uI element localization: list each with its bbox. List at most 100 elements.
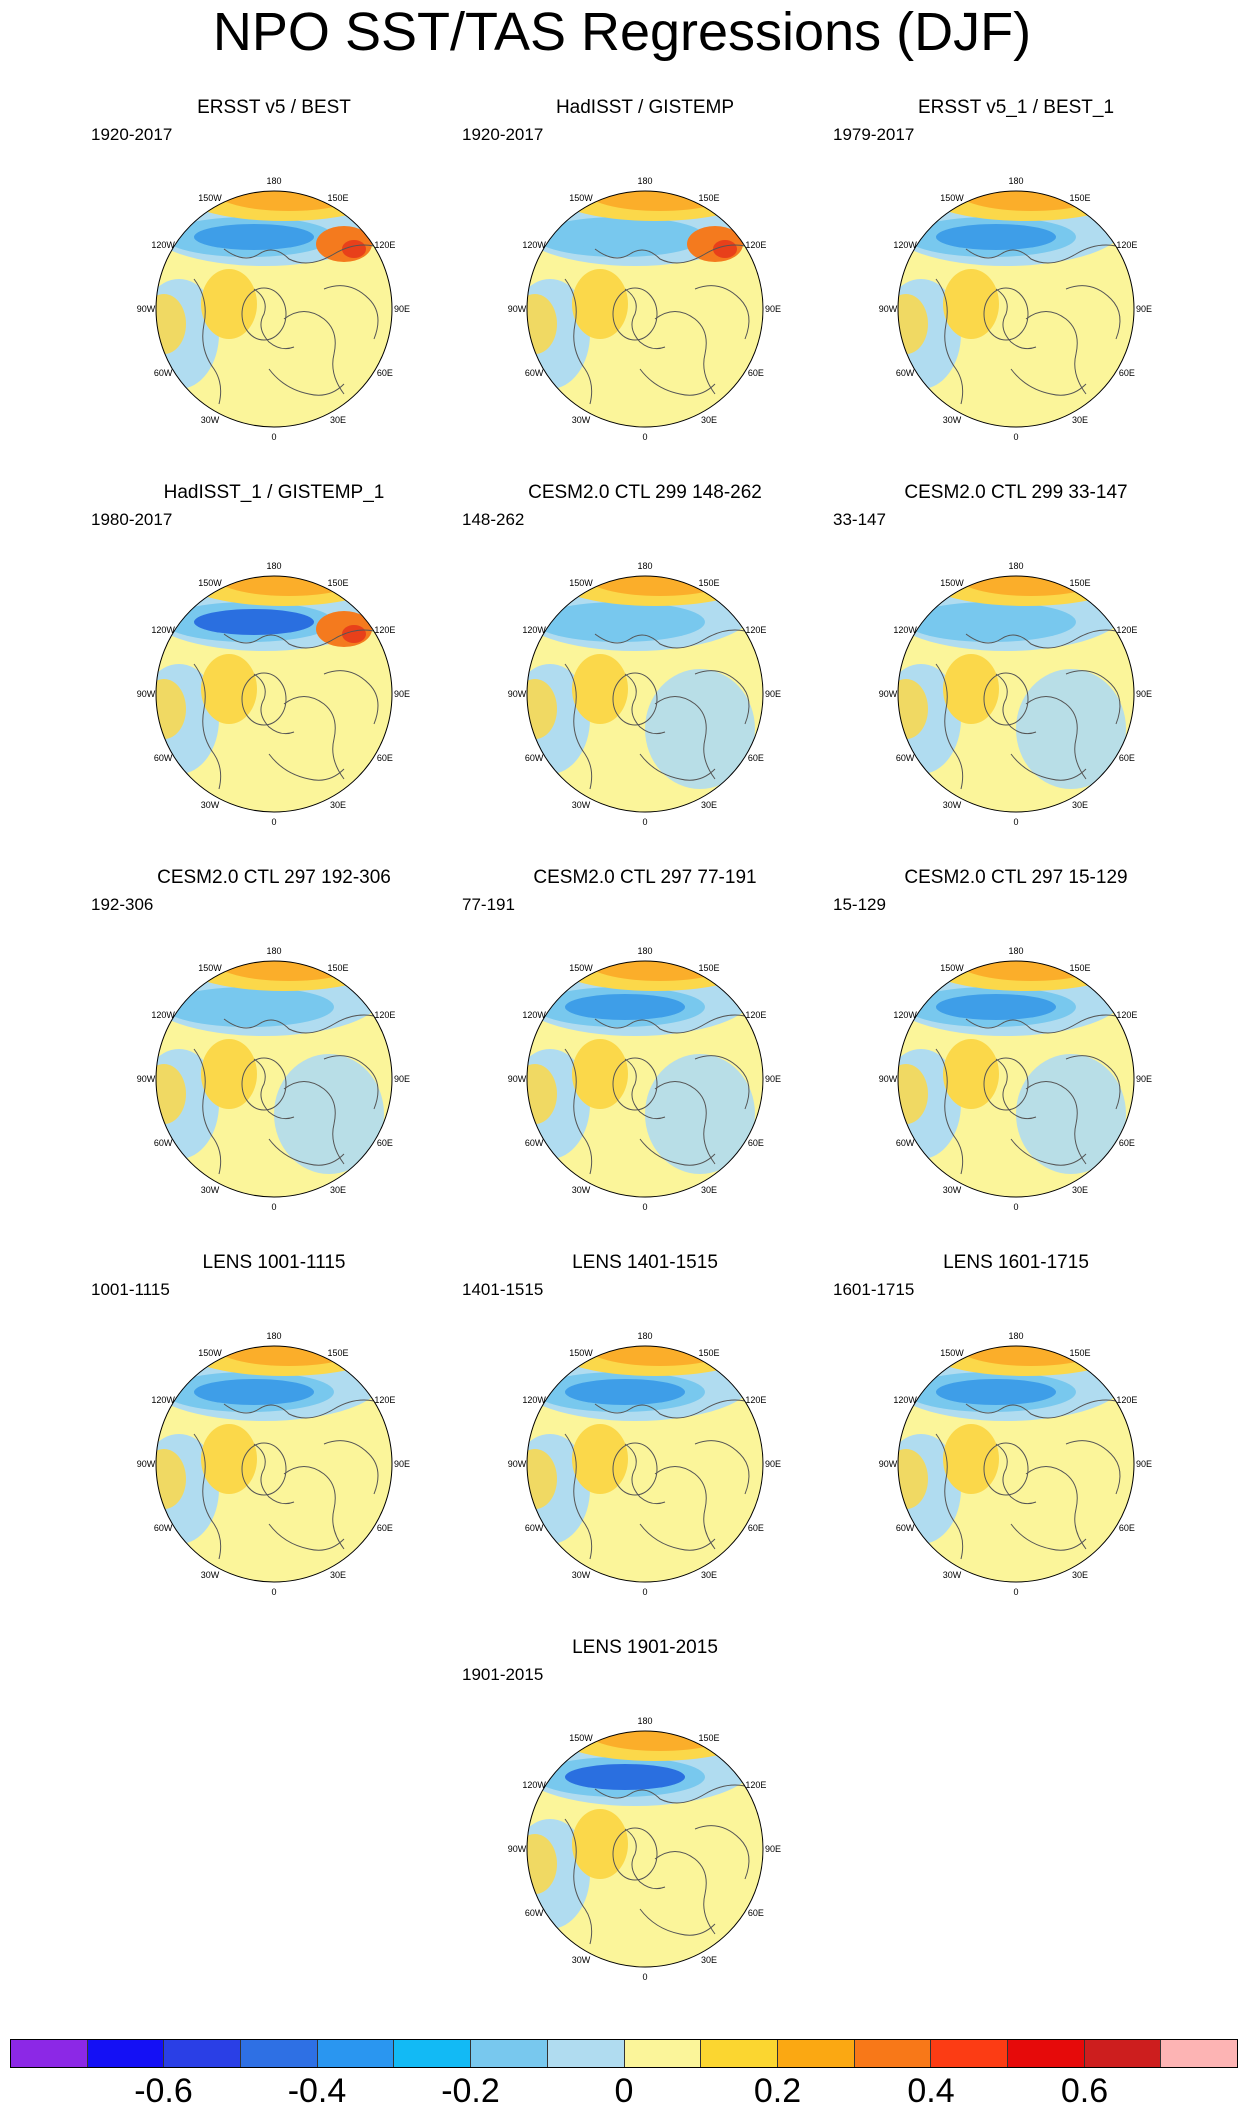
polar-map: 180 150E 120E 90E 60E 30E 0 30W 60W 90W 120W 150W bbox=[508, 1716, 781, 1982]
longitude-label: 0 bbox=[642, 817, 647, 827]
longitude-label: 120W bbox=[522, 240, 546, 250]
panel-title: HadISST_1 / GISTEMP_1 bbox=[163, 482, 385, 503]
longitude-label: 30W bbox=[572, 1955, 591, 1965]
longitude-label: 60W bbox=[154, 1523, 173, 1533]
longitude-label: 120E bbox=[1116, 1010, 1137, 1020]
longitude-label: 90W bbox=[137, 1074, 156, 1084]
longitude-label: 30E bbox=[1072, 800, 1088, 810]
longitude-label: 120E bbox=[374, 625, 395, 635]
longitude-label: 120W bbox=[522, 625, 546, 635]
longitude-label: 90E bbox=[1136, 304, 1152, 314]
map-panel: LENS 1901-2015 180 150E 120E 90E 60E 30E 0 30W 60… bbox=[460, 1637, 830, 2017]
longitude-label: 60W bbox=[896, 753, 915, 763]
longitude-label: 30W bbox=[943, 1185, 962, 1195]
longitude-label: 180 bbox=[637, 561, 652, 571]
longitude-label: 90E bbox=[394, 1074, 410, 1084]
longitude-label: 90E bbox=[394, 689, 410, 699]
colorbar-box bbox=[394, 2040, 472, 2067]
longitude-label: 90W bbox=[879, 304, 898, 314]
map-panel: ERSST v5_1 / BEST_1 180 150E 120E 90E 60E 30E 0… bbox=[831, 97, 1201, 477]
polar-map: 180 150E 120E 90E 60E 30E 0 30W 60W 90W 120W 150W bbox=[879, 946, 1152, 1212]
panel-title: LENS 1401-1515 bbox=[572, 1252, 718, 1273]
panel-years: 1401-1515 bbox=[462, 1280, 544, 1299]
longitude-label: 90E bbox=[765, 689, 781, 699]
polar-map: 180 150E 120E 90E 60E 30E 0 30W 60W 90W 120W 150W bbox=[508, 946, 781, 1212]
longitude-label: 120E bbox=[745, 1010, 766, 1020]
panel-title: LENS 1601-1715 bbox=[943, 1252, 1089, 1273]
colorbar-box bbox=[547, 2040, 625, 2067]
colorbar-box bbox=[11, 2040, 88, 2067]
longitude-label: 120E bbox=[1116, 625, 1137, 635]
colorbar-box bbox=[854, 2040, 932, 2067]
colorbar-tick-label: -0.2 bbox=[441, 2072, 500, 2110]
colorbar-box bbox=[1007, 2040, 1085, 2067]
colorbar-tick-label: -0.6 bbox=[134, 2072, 193, 2110]
panel-years: 77-191 bbox=[462, 895, 515, 914]
longitude-label: 150E bbox=[698, 1348, 719, 1358]
longitude-label: 0 bbox=[642, 1972, 647, 1982]
colorbar-box bbox=[164, 2040, 242, 2067]
longitude-label: 150E bbox=[698, 578, 719, 588]
longitude-label: 30E bbox=[1072, 415, 1088, 425]
longitude-label: 120E bbox=[1116, 1395, 1137, 1405]
longitude-label: 180 bbox=[637, 1716, 652, 1726]
longitude-label: 30E bbox=[1072, 1185, 1088, 1195]
longitude-label: 150W bbox=[198, 193, 222, 203]
longitude-label: 60W bbox=[154, 368, 173, 378]
panel-years: 33-147 bbox=[833, 510, 886, 529]
longitude-label: 0 bbox=[642, 1202, 647, 1212]
longitude-label: 30W bbox=[943, 415, 962, 425]
longitude-label: 30E bbox=[701, 1570, 717, 1580]
longitude-label: 60W bbox=[525, 368, 544, 378]
polar-map: 180 150E 120E 90E 60E 30E 0 30W 60W 90W 120W 150W bbox=[879, 1331, 1152, 1597]
longitude-label: 120E bbox=[745, 1780, 766, 1790]
colorbar-box bbox=[931, 2040, 1008, 2067]
colorbar-tick-label: 0.4 bbox=[907, 2072, 955, 2110]
longitude-label: 60E bbox=[377, 1138, 393, 1148]
longitude-label: 150W bbox=[198, 578, 222, 588]
longitude-label: 30W bbox=[572, 415, 591, 425]
longitude-label: 120W bbox=[522, 1780, 546, 1790]
longitude-label: 60E bbox=[748, 1523, 764, 1533]
panel-title: LENS 1901-2015 bbox=[572, 1637, 718, 1658]
longitude-label: 150W bbox=[940, 578, 964, 588]
longitude-label: 30E bbox=[1072, 1570, 1088, 1580]
longitude-label: 90W bbox=[137, 689, 156, 699]
longitude-label: 60W bbox=[525, 753, 544, 763]
polar-map: 180 150E 120E 90E 60E 30E 0 30W 60W 90W 120W 150W bbox=[879, 176, 1152, 442]
longitude-label: 90E bbox=[765, 1844, 781, 1854]
longitude-label: 90W bbox=[137, 1459, 156, 1469]
polar-map: 180 150E 120E 90E 60E 30E 0 30W 60W 90W 120W 150W bbox=[508, 176, 781, 442]
longitude-label: 60E bbox=[1119, 753, 1135, 763]
longitude-label: 30E bbox=[701, 800, 717, 810]
longitude-label: 0 bbox=[271, 1202, 276, 1212]
longitude-label: 180 bbox=[266, 176, 281, 186]
longitude-label: 150E bbox=[327, 193, 348, 203]
panel-title: CESM2.0 CTL 297 15-129 bbox=[904, 867, 1128, 888]
map-panel: LENS 1401-1515 180 150E 120E 90E 60E 30E 0 30W 60… bbox=[460, 1252, 830, 1632]
longitude-label: 60W bbox=[525, 1908, 544, 1918]
longitude-label: 90W bbox=[508, 1459, 527, 1469]
longitude-label: 60W bbox=[154, 1138, 173, 1148]
polar-map: 180 150E 120E 90E 60E 30E 0 30W 60W 90W 120W 150W bbox=[508, 1331, 781, 1597]
polar-map: 180 150E 120E 90E 60E 30E 0 30W 60W 90W 120W 150W bbox=[137, 561, 410, 827]
longitude-label: 60E bbox=[1119, 1523, 1135, 1533]
longitude-label: 90W bbox=[879, 1074, 898, 1084]
longitude-label: 150W bbox=[940, 1348, 964, 1358]
longitude-label: 120W bbox=[151, 240, 175, 250]
longitude-label: 150E bbox=[327, 963, 348, 973]
panel-years: 1601-1715 bbox=[833, 1280, 915, 1299]
colorbar-box bbox=[777, 2040, 855, 2067]
panel-title: ERSST v5 / BEST bbox=[197, 97, 351, 118]
longitude-label: 30E bbox=[330, 1570, 346, 1580]
longitude-label: 60E bbox=[748, 753, 764, 763]
longitude-label: 180 bbox=[1008, 176, 1023, 186]
colorbar bbox=[10, 2039, 1238, 2068]
longitude-label: 90E bbox=[1136, 689, 1152, 699]
longitude-label: 120W bbox=[151, 1010, 175, 1020]
longitude-label: 120W bbox=[522, 1010, 546, 1020]
map-panel: CESM2.0 CTL 297 15-129 180 150E 120E 90E 60E 3… bbox=[831, 867, 1201, 1247]
longitude-label: 120E bbox=[1116, 240, 1137, 250]
longitude-label: 150W bbox=[569, 963, 593, 973]
map-panel: CESM2.0 CTL 299 33-147 180 150E 120E 90E 60E 3… bbox=[831, 482, 1201, 862]
